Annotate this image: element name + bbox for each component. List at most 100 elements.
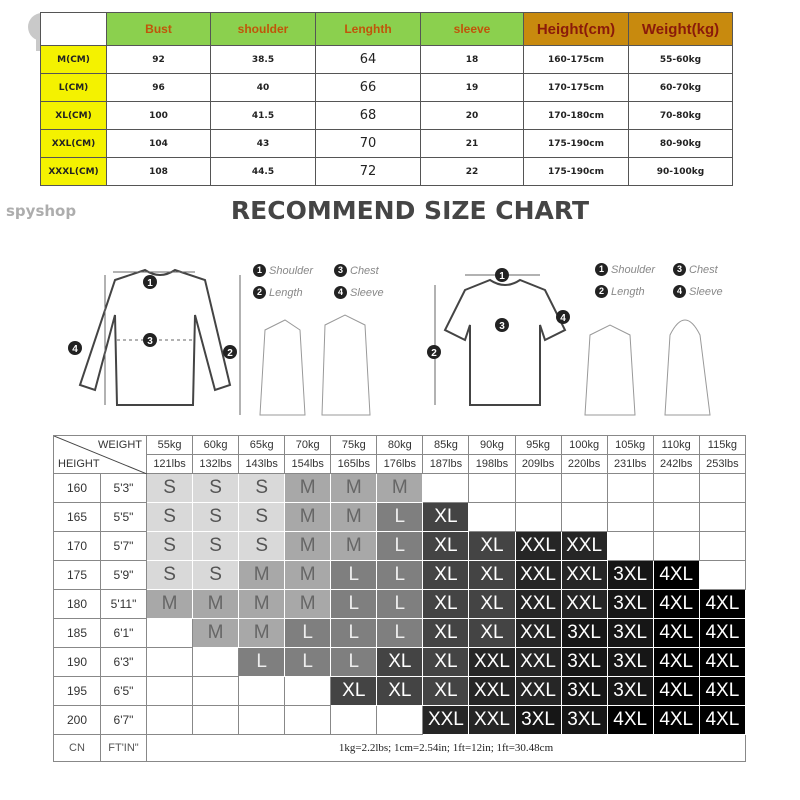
size-cell: XL — [422, 676, 470, 706]
table-cell: 96 — [106, 73, 211, 102]
size-cell: 3XL — [514, 705, 562, 735]
size-cell: S — [145, 473, 194, 503]
weight-lbs: 231lbs — [606, 454, 654, 474]
size-cell: 4XL — [698, 647, 747, 677]
height-cm: 190 — [53, 647, 101, 677]
svg-text:2: 2 — [227, 348, 233, 359]
legend-chest: Chest — [689, 263, 718, 276]
weight-kg: 90kg — [468, 435, 516, 455]
height-ft: 5'3" — [100, 473, 147, 503]
size-cell: XL — [468, 531, 516, 561]
size-cell — [698, 531, 747, 561]
size-cell — [422, 473, 470, 503]
size-cell: XXL — [560, 531, 608, 561]
size-cell: XL — [422, 589, 470, 619]
size-cell: XL — [376, 676, 424, 706]
table-cell: 64 — [315, 45, 421, 74]
height-label: HEIGHT — [58, 458, 100, 470]
size-cell — [284, 676, 332, 706]
size-cell: 4XL — [698, 705, 747, 735]
size-cell: 4XL — [652, 618, 700, 648]
size-cell — [606, 531, 654, 561]
size-cell: S — [238, 473, 286, 503]
table-row: 175 5'9" S S M M L L XL XL XXL XXL 3XL 4XL — [53, 560, 747, 590]
weight-kg: 80kg — [376, 435, 424, 455]
table-cell: 60-70kg — [628, 73, 733, 102]
size-cell: S — [145, 502, 194, 532]
table-cell: XXXL(CM) — [40, 157, 107, 186]
size-cell: 3XL — [606, 618, 654, 648]
size-cell — [192, 647, 240, 677]
table-row: 170 5'7" S S S M M L XL XL XXL XXL — [53, 531, 747, 561]
size-cell: XL — [422, 560, 470, 590]
height-cm: 175 — [53, 560, 101, 590]
size-cell: L — [238, 647, 286, 677]
size-cell: XXL — [514, 531, 562, 561]
size-cell — [560, 502, 608, 532]
weight-kg: 110kg — [652, 435, 700, 455]
table-row: 180 5'11" M M M M L L XL XL XXL XXL 3XL 4XL 4XL — [53, 589, 747, 619]
size-cell: S — [238, 502, 286, 532]
weight-label: WEIGHT — [98, 439, 142, 451]
footer-cn: CN — [53, 734, 101, 762]
size-cell — [698, 502, 747, 532]
weight-kg: 95kg — [514, 435, 562, 455]
table-cell: 68 — [315, 101, 421, 130]
table-cell: 66 — [315, 73, 421, 102]
size-cell: XXL — [514, 560, 562, 590]
table-cell: 19 — [420, 73, 524, 102]
size-cell: XXL — [514, 647, 562, 677]
table-cell: 38.5 — [210, 45, 316, 74]
size-cell: 3XL — [606, 647, 654, 677]
size-cell: M — [192, 618, 240, 648]
size-cell: S — [238, 531, 286, 561]
size-cell: XL — [422, 502, 470, 532]
legend-length: Length — [269, 286, 303, 299]
shirt-hoodie-sketches — [584, 319, 711, 416]
size-cell — [468, 502, 516, 532]
table-cell: 70-80kg — [628, 101, 733, 130]
weight-lbs: 132lbs — [192, 454, 240, 474]
table-cell: 21 — [420, 129, 524, 158]
size-cell: L — [376, 589, 424, 619]
size-cell: L — [330, 560, 378, 590]
table-cell: 41.5 — [210, 101, 316, 130]
size-cell: S — [145, 531, 194, 561]
table-cell: 44.5 — [210, 157, 316, 186]
height-ft: 6'3" — [100, 647, 147, 677]
table-cell: 90-100kg — [628, 157, 733, 186]
size-cell: M — [284, 560, 332, 590]
height-cm: 195 — [53, 676, 101, 706]
table-cell: 80-90kg — [628, 129, 733, 158]
weight-kg: 65kg — [238, 435, 286, 455]
header-cell: Lenghth — [315, 12, 421, 46]
table-row: XXL(CM) 104 43 70 21 175-190cm 80-90kg — [40, 129, 733, 158]
legend-chest: Chest — [350, 264, 379, 277]
table-cell: 92 — [106, 45, 211, 74]
legend-sleeve: Sleeve — [689, 285, 723, 298]
svg-text:4: 4 — [560, 313, 566, 324]
size-cell: M — [284, 589, 332, 619]
weight-kg: 55kg — [145, 435, 194, 455]
size-cell: 4XL — [652, 589, 700, 619]
size-cell: 3XL — [560, 705, 608, 735]
header-cell: Weight(kg) — [628, 12, 733, 46]
page-title: RECOMMEND SIZE CHART — [230, 196, 590, 225]
size-cell: 4XL — [606, 705, 654, 735]
table-row: 195 6'5" XL XL XL XXL XXL 3XL 3XL 4XL 4XL — [53, 676, 747, 706]
size-cell: XL — [468, 560, 516, 590]
size-cell — [606, 473, 654, 503]
size-cell: M — [284, 502, 332, 532]
size-cell: XXL — [468, 676, 516, 706]
weight-lbs: 176lbs — [376, 454, 424, 474]
height-cm: 200 — [53, 705, 101, 735]
table-cell: 170-175cm — [523, 73, 629, 102]
size-cell — [560, 473, 608, 503]
size-cell: M — [284, 473, 332, 503]
size-cell — [652, 473, 700, 503]
size-cell: M — [238, 589, 286, 619]
height-cm: 165 — [53, 502, 101, 532]
height-ft: 6'7" — [100, 705, 147, 735]
height-ft: 5'5" — [100, 502, 147, 532]
table-row: 190 6'3" L L L XL XL XXL XXL 3XL 3XL 4XL 4XL — [53, 647, 747, 677]
